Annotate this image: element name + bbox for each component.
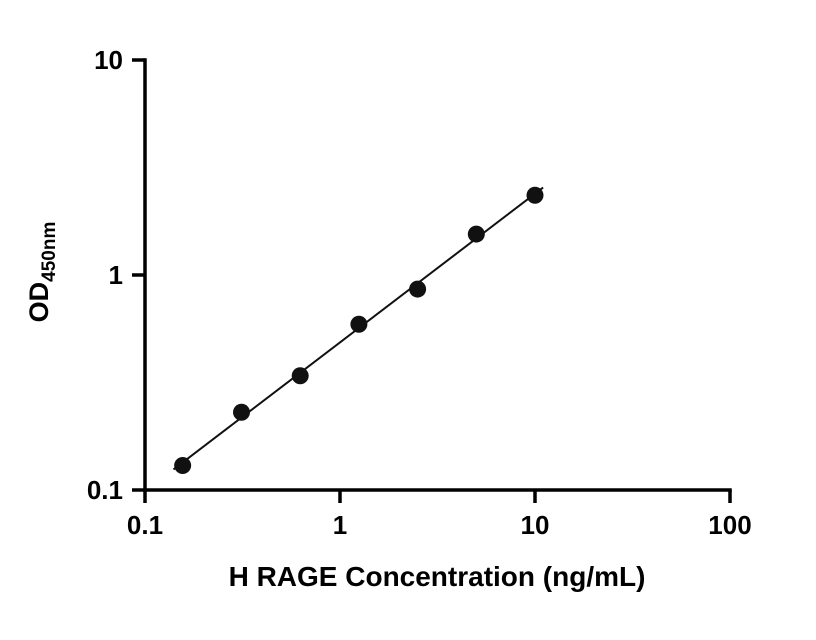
data-point [350,315,368,333]
y-tick-label: 1 [109,260,123,290]
y-axis-title-main: OD [24,282,54,323]
y-axis-title: OD450nm [24,222,60,323]
data-point [467,225,485,243]
x-tick-label: 10 [521,510,550,540]
data-point [526,186,544,204]
axes-spine [143,58,732,492]
plot-area: 0.1 1 10 100 10 1 0.1 [87,45,752,540]
data-point [291,367,309,385]
data-point [232,403,250,421]
y-axis-title-subscript: 450nm [39,222,60,282]
x-tick-label: 0.1 [127,510,163,540]
x-tick-label: 1 [333,510,347,540]
y-tick-label: 0.1 [87,475,123,505]
y-tick-label: 10 [94,45,123,75]
data-point [409,280,427,298]
x-axis-title: H RAGE Concentration (ng/mL) [229,561,646,592]
data-point [174,457,192,475]
x-tick-label: 100 [708,510,751,540]
